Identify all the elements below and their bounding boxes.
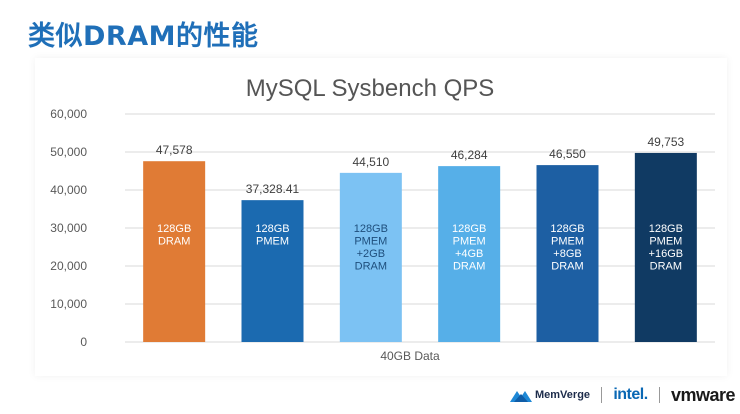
memverge-logo: MemVerge bbox=[510, 388, 590, 402]
data-label: 46,284 bbox=[451, 148, 488, 162]
bar-inner-label: 128GB bbox=[255, 223, 289, 235]
bar bbox=[339, 172, 402, 342]
bar-inner-label: +16GB bbox=[649, 248, 684, 260]
x-axis-label: 40GB Data bbox=[380, 349, 440, 363]
bar-inner-label: PMEM bbox=[453, 236, 486, 248]
footer-logos: MemVerge intel. vmware bbox=[510, 384, 735, 406]
y-tick-label: 0 bbox=[80, 335, 87, 349]
bar-inner-label: PMEM bbox=[649, 236, 682, 248]
bar-inner-label: PMEM bbox=[256, 236, 289, 248]
y-tick-label: 60,000 bbox=[50, 107, 87, 121]
bar-inner-label: PMEM bbox=[354, 236, 387, 248]
slide-title: 类似DRAM的性能 bbox=[28, 21, 259, 52]
data-label: 37,328.41 bbox=[246, 182, 300, 196]
logo-divider bbox=[601, 387, 603, 403]
y-tick-label: 50,000 bbox=[50, 145, 87, 159]
bar-inner-label: +4GB bbox=[455, 248, 483, 260]
y-tick-label: 40,000 bbox=[50, 183, 87, 197]
bar-inner-label: 128GB bbox=[157, 223, 191, 235]
memverge-text: MemVerge bbox=[535, 389, 591, 401]
data-label: 46,550 bbox=[549, 147, 586, 161]
chart-panel: MySQL Sysbench QPS 0 10,000 20,000 30,000 40,… bbox=[35, 58, 727, 376]
bar-inner-label: PMEM bbox=[551, 236, 584, 248]
bar-inner-label: DRAM bbox=[158, 236, 190, 248]
bar-inner-label: 128GB bbox=[354, 223, 388, 235]
bar-inner-label: 128GB bbox=[550, 223, 584, 235]
vmware-logo: vmware bbox=[670, 384, 736, 405]
y-tick-label: 10,000 bbox=[50, 297, 87, 311]
bar-inner-label: DRAM bbox=[551, 261, 583, 273]
logo-divider bbox=[658, 387, 660, 403]
data-label: 44,510 bbox=[352, 155, 389, 169]
chart-title: MySQL Sysbench QPS bbox=[246, 75, 495, 102]
y-tick-label: 30,000 bbox=[50, 221, 87, 235]
bar-inner-label: DRAM bbox=[453, 261, 485, 273]
bar-inner-label: DRAM bbox=[355, 261, 387, 273]
bar-inner-label: 128GB bbox=[452, 223, 486, 235]
bar bbox=[438, 166, 501, 342]
bar bbox=[241, 200, 304, 342]
memverge-mark-icon bbox=[510, 391, 532, 402]
data-label: 47,578 bbox=[156, 143, 193, 157]
bar-inner-label: 128GB bbox=[649, 223, 683, 235]
data-label: 49,753 bbox=[647, 135, 684, 149]
bar bbox=[536, 165, 599, 342]
intel-logo: intel. bbox=[613, 386, 648, 403]
bar-inner-label: DRAM bbox=[650, 261, 682, 273]
y-tick-label: 20,000 bbox=[50, 259, 87, 273]
bar-inner-label: +2GB bbox=[357, 248, 385, 260]
bar-chart: MySQL Sysbench QPS 0 10,000 20,000 30,000 40,… bbox=[50, 75, 715, 363]
bar bbox=[143, 161, 206, 342]
bar bbox=[634, 152, 697, 342]
bar-inner-label: +8GB bbox=[553, 248, 581, 260]
